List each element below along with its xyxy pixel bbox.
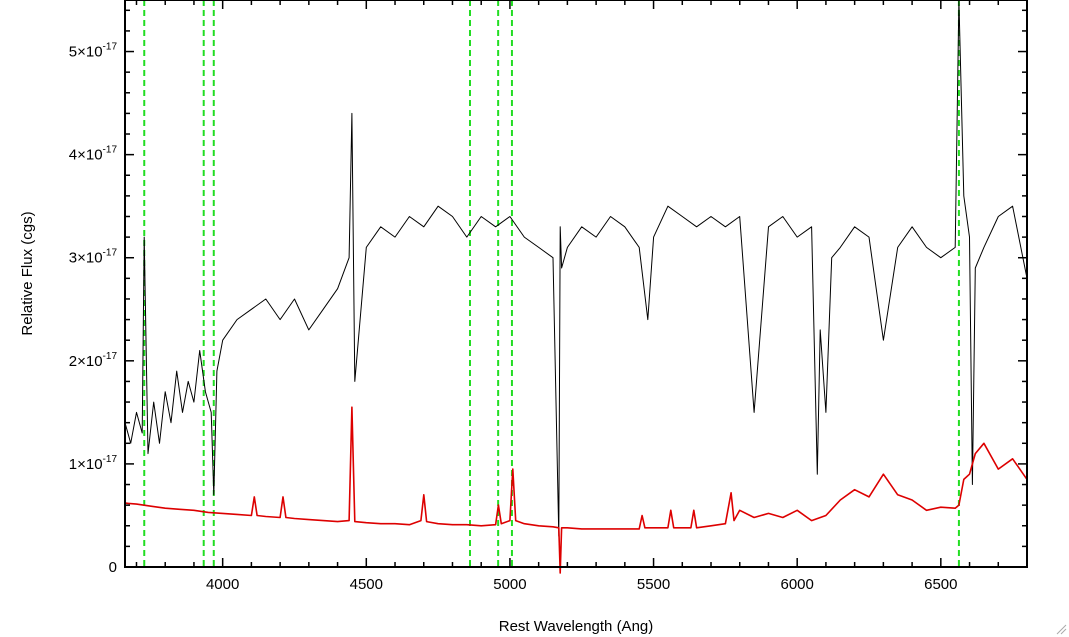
- x-axis-title: Rest Wavelength (Ang): [499, 618, 654, 635]
- x-tick-labels: 4000 4500 5000 5500 6000 6500: [206, 576, 958, 593]
- x-tick-label: 6500: [924, 576, 957, 593]
- x-tick-label: 4000: [206, 576, 239, 593]
- x-tick-label: 4500: [350, 576, 383, 593]
- reference-lines: [143, 0, 960, 567]
- series-line: [124, 0, 1028, 537]
- y-tick-label: 3×10-17: [69, 248, 118, 267]
- y-axis-title: Relative Flux (cgs): [19, 211, 36, 335]
- x-tick-label: 6000: [781, 576, 814, 593]
- y-tick-label: 5×10-17: [69, 42, 118, 61]
- x-tick-label: 5000: [493, 576, 526, 593]
- y-tick-labels: 0 1×10-17 2×10-17 3×10-17 4×10-17 5×10-17: [69, 42, 118, 576]
- series-line: [124, 406, 1028, 574]
- series-layer: [124, 0, 1028, 574]
- resize-grip-icon[interactable]: [1055, 623, 1067, 635]
- axis-ticks: [125, 0, 1028, 568]
- y-tick-label: 1×10-17: [69, 454, 118, 473]
- plot-frame: [124, 0, 1028, 568]
- y-tick-label: 2×10-17: [69, 351, 118, 370]
- y-tick-label: 0: [109, 559, 117, 576]
- x-tick-label: 5500: [637, 576, 670, 593]
- plot-area-group: 4000 4500 5000 5500 6000 6500 0 1×10-17 2×10-17…: [69, 0, 1028, 593]
- y-tick-label: 4×10-17: [69, 145, 118, 164]
